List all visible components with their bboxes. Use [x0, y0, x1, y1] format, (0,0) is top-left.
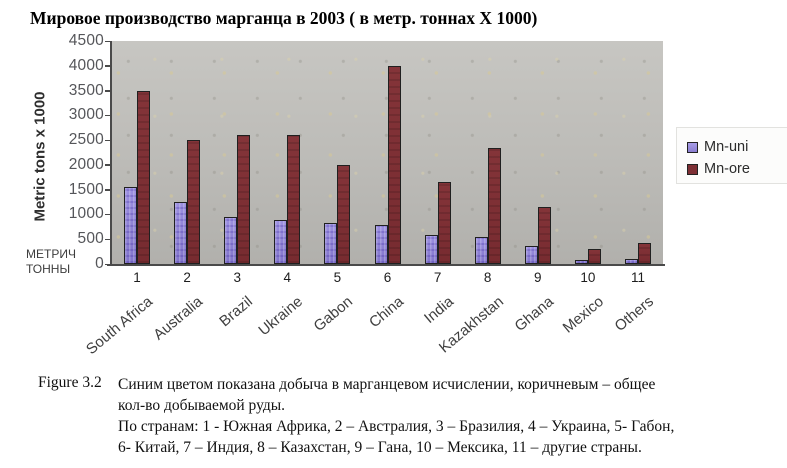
y-axis-units-note-line1: МЕТРИЧ	[26, 247, 76, 261]
bar-mn-uni-brazil	[224, 216, 238, 264]
y-tick-label: 1500	[68, 180, 104, 198]
bar-mn-ore-brazil	[237, 135, 251, 264]
category-number: 10	[580, 270, 596, 285]
y-tick-mark	[105, 238, 110, 241]
bar-mn-ore-kazakhstan	[487, 147, 501, 264]
bar-mn-uni-ghana	[524, 246, 538, 264]
legend-item-mn-uni: Mn-uni	[687, 136, 787, 158]
y-axis-units-note-line2: ТОННЫ	[26, 262, 71, 276]
bar-mn-uni-south-africa	[124, 187, 138, 264]
legend-label-mn-ore: Mn-ore	[704, 161, 750, 177]
y-tick-label: 3000	[68, 106, 104, 124]
y-tick-label: 0	[95, 255, 104, 272]
bar-mn-ore-india	[437, 182, 451, 264]
y-tick-mark	[105, 263, 110, 265]
bar-mn-ore-ukraine	[287, 135, 301, 264]
bar-mn-ore-china	[387, 65, 401, 264]
y-tick-mark	[105, 65, 110, 67]
legend-swatch-mn-ore	[687, 163, 698, 175]
category-label: Others	[611, 293, 657, 335]
category-number: 5	[333, 270, 342, 285]
category-number: 4	[283, 270, 292, 285]
bar-mn-uni-others	[624, 258, 638, 264]
y-axis-line	[110, 41, 112, 265]
bar-mn-ore-australia	[187, 140, 201, 264]
bar-mn-ore-gabon	[337, 164, 351, 264]
bar-mn-uni-kazakhstan	[474, 236, 488, 264]
y-tick-label: 2000	[68, 155, 104, 173]
category-label: Ukraine	[255, 293, 307, 340]
y-tick-mark	[105, 189, 110, 191]
category-label: Australia	[150, 293, 207, 344]
bar-mn-ore-south-africa	[137, 90, 151, 264]
category-number: 8	[483, 270, 492, 285]
chart-title: Мировое производство марганца в 2003 ( в…	[30, 8, 538, 28]
category-number: 6	[383, 270, 392, 285]
legend: Mn-uni Mn-ore	[676, 127, 787, 184]
caption-text: Синим цветом показана добыча в марганцев…	[118, 374, 778, 458]
y-tick-label: 4000	[68, 56, 104, 74]
bar-mn-ore-others	[637, 242, 651, 264]
category-label: South Africa	[83, 293, 156, 359]
category-number: 2	[183, 270, 191, 285]
y-tick-mark	[105, 213, 110, 216]
y-tick-label: 2500	[68, 131, 104, 149]
category-number: 9	[534, 270, 542, 285]
y-axis-title: Metric tons x 1000	[31, 91, 49, 222]
y-tick-mark	[105, 90, 110, 92]
y-tick-label: 1000	[68, 205, 104, 223]
category-label: China	[365, 293, 407, 332]
category-label: Ghana	[511, 293, 557, 335]
bar-mn-uni-china	[374, 225, 388, 264]
bar-mn-uni-mexico	[574, 260, 588, 264]
caption-line-2: кол-во добываемой руды.	[118, 397, 286, 414]
y-tick-label: 3500	[68, 81, 104, 99]
bar-mn-uni-india	[424, 235, 438, 264]
category-label: Mexico	[559, 293, 607, 337]
bar-mn-ore-mexico	[587, 249, 601, 264]
category-number: 1	[133, 270, 141, 285]
legend-label-mn-uni: Mn-uni	[704, 139, 749, 155]
y-tick-mark	[105, 114, 110, 117]
y-tick-label: 500	[77, 230, 104, 248]
category-label: Brazil	[216, 293, 257, 331]
legend-item-mn-ore: Mn-ore	[687, 158, 787, 180]
legend-swatch-mn-uni	[687, 141, 698, 153]
y-tick-mark	[105, 40, 110, 42]
category-number: 11	[630, 270, 645, 285]
x-axis-line	[107, 264, 665, 266]
bar-mn-ore-ghana	[537, 207, 551, 264]
category-label: Gabon	[310, 293, 357, 335]
y-tick-mark	[105, 139, 110, 142]
y-tick-mark	[105, 164, 110, 166]
caption-line-4: 6- Китай, 7 – Индия, 8 – Казахстан, 9 – …	[118, 439, 642, 456]
bar-mn-uni-gabon	[324, 222, 338, 264]
caption-line-3: По странам: 1 - Южная Африка, 2 – Австра…	[118, 418, 675, 435]
y-tick-label: 4500	[68, 32, 104, 49]
y-axis-units-note: МЕТРИЧ ТОННЫ	[26, 247, 76, 277]
category-label: India	[420, 293, 457, 327]
category-number: 7	[433, 270, 442, 285]
caption-line-1: Синим цветом показана добыча в марганцев…	[118, 376, 656, 393]
bar-mn-uni-australia	[174, 202, 188, 264]
bar-mn-uni-ukraine	[274, 220, 288, 264]
category-number: 3	[233, 270, 241, 285]
figure-number: Figure 3.2	[38, 374, 102, 391]
